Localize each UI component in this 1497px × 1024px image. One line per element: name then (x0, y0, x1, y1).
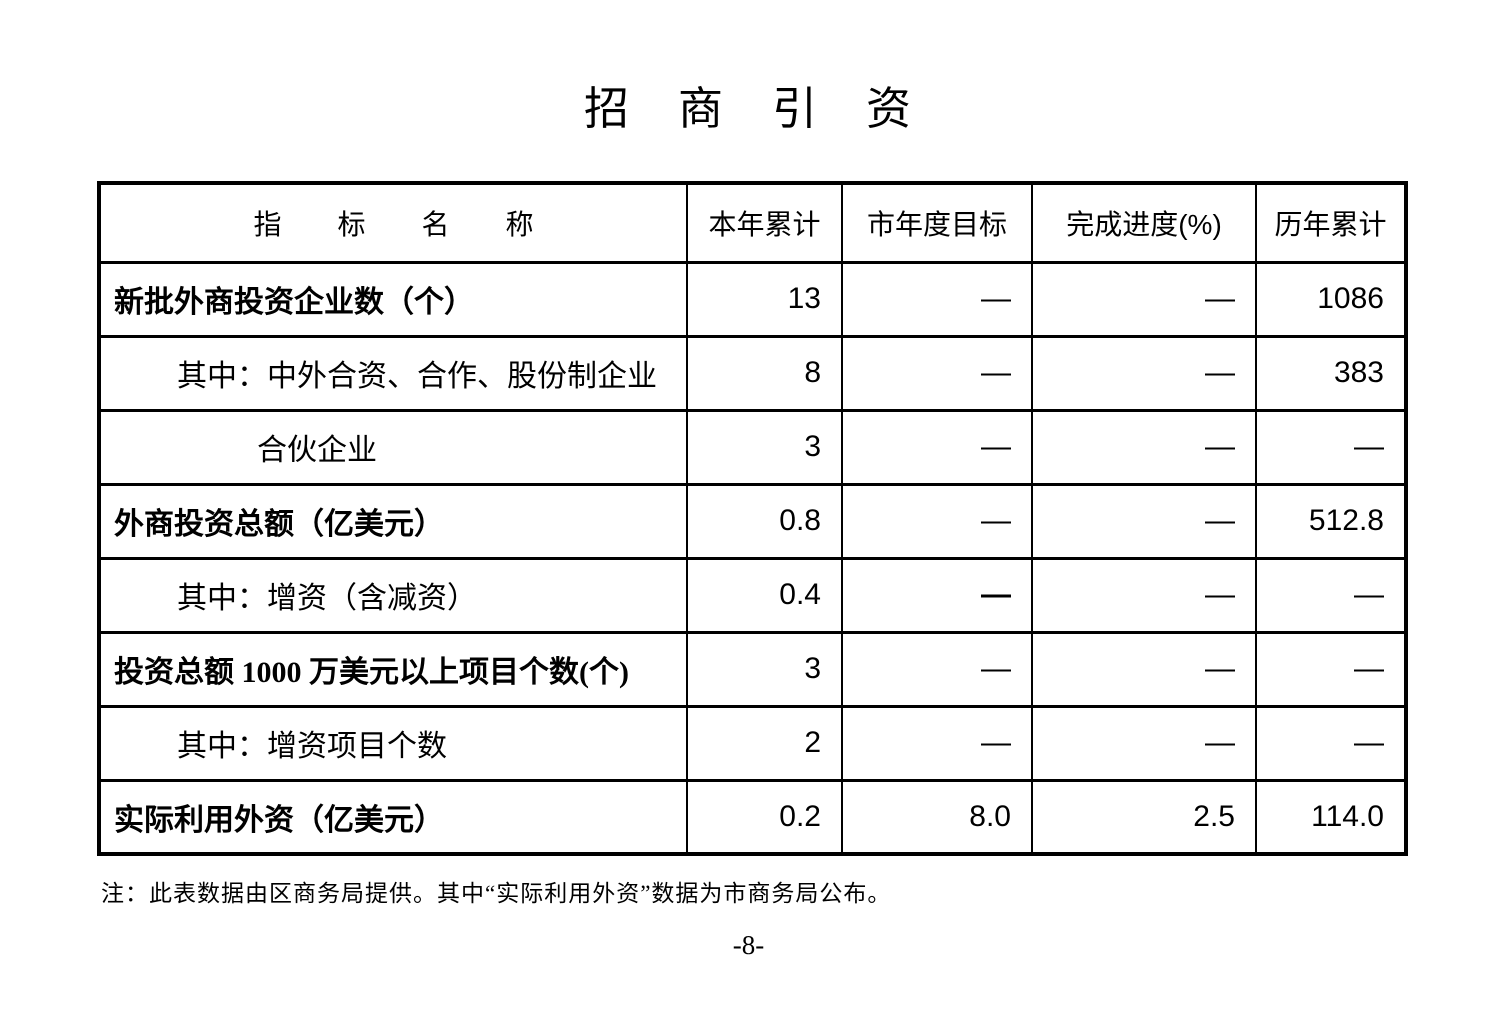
value-cell: — (841, 408, 1033, 486)
row-label: 合伙企业 (98, 408, 688, 486)
value-cell: — (841, 482, 1033, 560)
value-cell: — (1031, 334, 1257, 412)
value-cell: 3 (686, 408, 843, 486)
value-cell: 0.8 (686, 482, 843, 560)
value-cell: — (1255, 556, 1407, 634)
value-cell: — (1031, 704, 1257, 782)
value-cell: 383 (1255, 334, 1407, 412)
page-title: 招 商 引 资 (583, 83, 913, 134)
value-cell: 2 (686, 704, 843, 782)
value-cell: 3 (686, 630, 843, 708)
row-label: 外商投资总额（亿美元） (98, 482, 688, 560)
page-number: -8- (732, 930, 765, 960)
table-row: 投资总额 1000 万美元以上项目个数(个) 3— — — (98, 630, 1407, 708)
statistics-table: 指 标 名 称 本年累计 市年度目标 完成进度(%) 历年累计 新批外商投资企业… (97, 181, 1408, 856)
table-body: 新批外商投资企业数（个） 13— —1086 其中：中外合资、合作、股份制企业 8— —3… (98, 260, 1407, 856)
header-row: 指 标 名 称 本年累计 市年度目标 完成进度(%) 历年累计 (98, 181, 1407, 264)
value-cell: — (841, 260, 1033, 338)
value-cell: 2.5 (1031, 778, 1257, 856)
value-cell: 1086 (1255, 260, 1407, 338)
row-label: 其中：增资项目个数 (98, 704, 688, 782)
header-city-annual-target: 市年度目标 (841, 181, 1033, 264)
header-year-cumulative: 本年累计 (686, 181, 843, 264)
table-header: 指 标 名 称 本年累计 市年度目标 完成进度(%) 历年累计 (98, 181, 1407, 264)
value-cell: 512.8 (1255, 482, 1407, 560)
value-cell: — (1031, 630, 1257, 708)
table-row: 外商投资总额（亿美元） 0.8— —512.8 (98, 482, 1407, 560)
row-label: 其中：增资（含减资） (98, 556, 688, 634)
value-cell: — (841, 704, 1033, 782)
value-cell: 0.2 (686, 778, 843, 856)
value-cell: — (1255, 408, 1407, 486)
table-row: 其中：增资项目个数 2— — — (98, 704, 1407, 782)
row-label: 投资总额 1000 万美元以上项目个数(个) (98, 630, 688, 708)
value-cell: — (1031, 408, 1257, 486)
value-cell: 114.0 (1255, 778, 1407, 856)
value-cell: — (841, 334, 1033, 412)
value-cell: — (1255, 630, 1407, 708)
table-row: 新批外商投资企业数（个） 13— —1086 (98, 260, 1407, 338)
value-cell: 8.0 (841, 778, 1033, 856)
row-label: 其中：中外合资、合作、股份制企业 (98, 334, 688, 412)
value-cell: — (841, 630, 1033, 708)
header-completion-progress: 完成进度(%) (1031, 181, 1257, 264)
footnote: 注：此表数据由区商务局提供。其中“实际利用外资”数据为市商务局公布。 (101, 881, 892, 906)
value-cell: — (1031, 556, 1257, 634)
table-row: 合伙企业 3— — — (98, 408, 1407, 486)
value-cell: — (1031, 260, 1257, 338)
value-cell: 8 (686, 334, 843, 412)
header-indicator-name: 指 标 名 称 (98, 181, 688, 264)
value-cell: 0.4 (686, 556, 843, 634)
header-historical-cumulative: 历年累计 (1255, 181, 1407, 264)
value-cell: — (1255, 704, 1407, 782)
table-row: 其中：中外合资、合作、股份制企业 8— —383 (98, 334, 1407, 412)
table-row: 实际利用外资（亿美元） 0.2 8.0 2.5 114.0 (98, 778, 1407, 856)
value-cell: — (1031, 482, 1257, 560)
row-label: 实际利用外资（亿美元） (98, 778, 688, 856)
value-cell: 13 (686, 260, 843, 338)
row-label: 新批外商投资企业数（个） (98, 260, 688, 338)
table-row: 其中：增资（含减资） 0.4— — — (98, 556, 1407, 634)
value-cell: — (841, 556, 1033, 634)
